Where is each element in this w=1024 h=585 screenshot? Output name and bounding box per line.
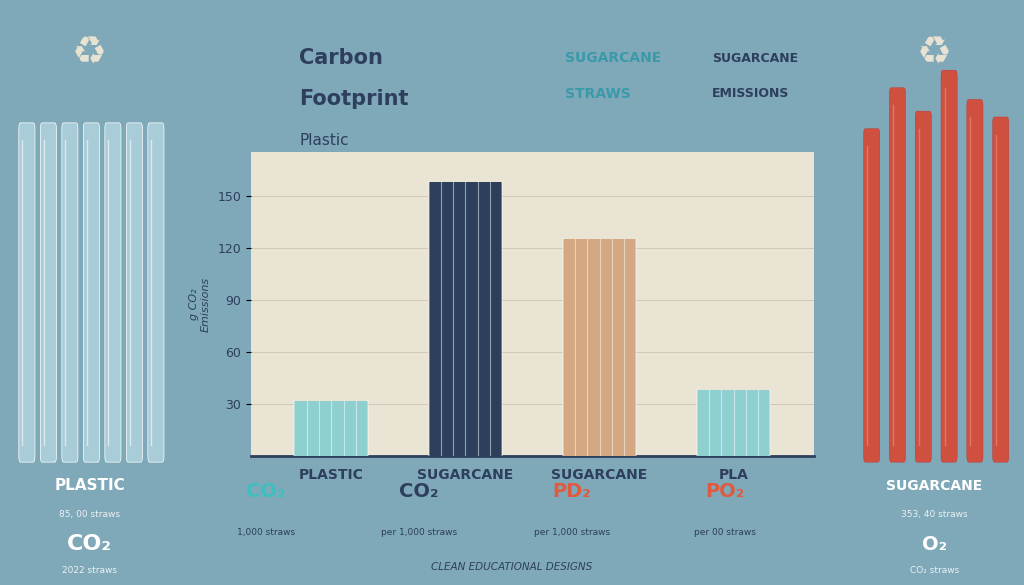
FancyBboxPatch shape (18, 123, 35, 462)
Text: SUGARCANE: SUGARCANE (712, 52, 798, 65)
Text: CO₂ straws: CO₂ straws (909, 566, 959, 575)
FancyBboxPatch shape (104, 123, 121, 462)
Text: Plastic: Plastic (299, 133, 348, 148)
Text: STRAWS: STRAWS (565, 87, 631, 101)
Y-axis label: g CO₂
Emissions: g CO₂ Emissions (188, 277, 210, 332)
Text: Footprint: Footprint (299, 90, 409, 109)
Text: CO₂: CO₂ (246, 482, 286, 501)
Text: PO₂: PO₂ (706, 482, 744, 501)
FancyBboxPatch shape (992, 117, 1009, 462)
Text: per 1,000 straws: per 1,000 straws (534, 528, 610, 537)
Text: 1,000 straws: 1,000 straws (237, 528, 295, 537)
FancyBboxPatch shape (890, 88, 905, 462)
Text: 2022 straws: 2022 straws (62, 566, 117, 575)
FancyBboxPatch shape (941, 70, 957, 462)
Text: O₂: O₂ (922, 535, 947, 553)
Text: STRAWS: STRAWS (698, 263, 751, 276)
Text: per 00 straws: per 00 straws (694, 528, 756, 537)
FancyBboxPatch shape (967, 99, 983, 462)
FancyBboxPatch shape (863, 129, 880, 462)
Text: EMISSIONS: EMISSIONS (712, 87, 790, 100)
Bar (295, 401, 369, 456)
Text: 85, 00 straws: 85, 00 straws (59, 510, 120, 519)
Text: STRAWS: STRAWS (259, 263, 311, 276)
FancyBboxPatch shape (61, 123, 78, 462)
Text: SUGARCANE: SUGARCANE (887, 479, 982, 493)
Text: CO₂: CO₂ (698, 208, 755, 236)
Bar (696, 390, 770, 456)
FancyBboxPatch shape (915, 111, 932, 462)
Text: PD₂: PD₂ (553, 482, 591, 501)
Text: ♻: ♻ (72, 34, 108, 71)
FancyBboxPatch shape (147, 123, 164, 462)
Text: CO₂: CO₂ (67, 534, 113, 554)
Bar (429, 182, 503, 456)
Bar (562, 239, 636, 456)
Text: 353, 40 straws: 353, 40 straws (901, 510, 968, 519)
FancyBboxPatch shape (126, 123, 142, 462)
FancyBboxPatch shape (83, 123, 99, 462)
Text: 302: 302 (259, 204, 340, 241)
Text: PLASTIC: PLASTIC (54, 478, 125, 493)
Text: per 1,000 straws: per 1,000 straws (381, 528, 457, 537)
Text: Carbon: Carbon (299, 49, 383, 68)
Text: CLEAN EDUCATIONAL DESIGNS: CLEAN EDUCATIONAL DESIGNS (431, 562, 593, 573)
Text: ♻: ♻ (916, 34, 952, 71)
Text: SUGARCANE: SUGARCANE (565, 51, 662, 66)
Text: CO₂: CO₂ (399, 482, 438, 501)
FancyBboxPatch shape (40, 123, 56, 462)
